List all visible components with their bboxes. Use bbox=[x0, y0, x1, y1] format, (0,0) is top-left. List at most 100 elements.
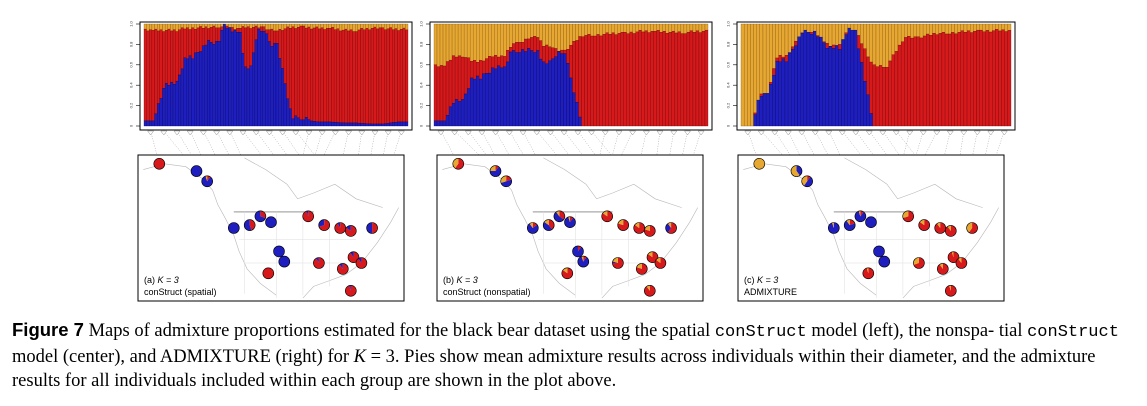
bar-blue-segment bbox=[225, 27, 229, 127]
bar-yellow-segment bbox=[326, 23, 329, 29]
bar-yellow-segment bbox=[620, 23, 624, 33]
bar-red-segment bbox=[878, 65, 883, 127]
bar-red-segment bbox=[759, 93, 764, 97]
bar-blue-segment bbox=[769, 84, 773, 127]
bar-yellow-segment bbox=[608, 23, 612, 35]
pie-slice bbox=[455, 158, 464, 170]
bar-red-segment bbox=[665, 33, 670, 127]
bar-blue-segment bbox=[175, 80, 179, 127]
bar-red-segment bbox=[310, 28, 314, 122]
bar-red-segment bbox=[257, 27, 261, 30]
group-marker bbox=[757, 130, 765, 136]
bar-red-segment bbox=[866, 56, 870, 95]
y-tick-label: 0 bbox=[419, 124, 424, 127]
admixture-pie bbox=[336, 263, 349, 275]
pie-slice bbox=[862, 267, 874, 279]
admixture-pie bbox=[934, 222, 947, 234]
bar-yellow-segment bbox=[954, 23, 958, 35]
pie-outline bbox=[489, 165, 502, 177]
admixture-pie bbox=[262, 267, 275, 280]
bar-yellow-segment bbox=[590, 23, 594, 37]
bar-yellow-segment bbox=[668, 23, 673, 33]
bar-red-segment bbox=[512, 43, 516, 51]
bar-yellow-segment bbox=[926, 23, 930, 35]
admixture-pie bbox=[564, 216, 576, 228]
pie-outline bbox=[827, 222, 840, 234]
bar-yellow-segment bbox=[220, 23, 224, 27]
bar-blue-segment bbox=[539, 58, 543, 127]
bar-red-segment bbox=[497, 56, 501, 66]
bar-yellow-segment bbox=[143, 23, 147, 30]
bar-yellow-segment bbox=[360, 23, 364, 29]
bar-yellow-segment bbox=[769, 23, 773, 83]
bar-yellow-segment bbox=[614, 23, 618, 35]
pie-outline bbox=[452, 158, 465, 170]
bar-blue-segment bbox=[794, 45, 798, 127]
bar-yellow-segment bbox=[587, 23, 591, 35]
bar-red-segment bbox=[204, 26, 208, 46]
bar-blue-segment bbox=[296, 117, 300, 127]
bar-blue-segment bbox=[244, 66, 248, 127]
bar-yellow-segment bbox=[494, 23, 498, 56]
bar-red-segment bbox=[976, 29, 980, 127]
bar-yellow-segment bbox=[207, 23, 211, 29]
admixture-pie bbox=[273, 245, 285, 258]
bar-yellow-segment bbox=[674, 23, 679, 34]
admixture-pie bbox=[865, 216, 877, 228]
bar-blue-segment bbox=[347, 122, 351, 127]
bar-yellow-segment bbox=[454, 23, 459, 58]
bar-blue-segment bbox=[527, 48, 531, 127]
admixture-pie bbox=[577, 255, 590, 268]
bar-red-segment bbox=[281, 30, 285, 69]
admixture-figure: 0 0.2 0.4 0.6 0.8 1.0 (a) K = 3 conStruct (spat… bbox=[129, 20, 1016, 302]
admixture-pie bbox=[918, 219, 931, 231]
bar-yellow-segment bbox=[373, 23, 377, 28]
pie-slice bbox=[617, 219, 629, 231]
pie-slice bbox=[958, 257, 962, 264]
pie-slice bbox=[339, 263, 343, 269]
y-tick-label: 0 bbox=[726, 124, 731, 127]
panel-label-c: (c) K = 3 bbox=[744, 275, 778, 285]
bar-red-segment bbox=[857, 35, 861, 50]
group-marker bbox=[332, 130, 339, 136]
bar-red-segment bbox=[384, 29, 388, 124]
bar-yellow-segment bbox=[762, 23, 767, 94]
bar-yellow-segment bbox=[365, 23, 369, 29]
bar-blue-segment bbox=[376, 123, 380, 127]
pie-outline bbox=[572, 245, 584, 258]
bar-red-segment bbox=[623, 32, 627, 127]
bar-red-segment bbox=[143, 28, 147, 122]
bar-yellow-segment bbox=[578, 23, 582, 37]
pie-slice bbox=[949, 285, 951, 291]
pie-outline bbox=[366, 222, 378, 234]
pie-outline bbox=[334, 222, 347, 234]
bar-yellow-segment bbox=[759, 23, 764, 95]
bar-blue-segment bbox=[460, 99, 465, 127]
bar-yellow-segment bbox=[381, 23, 385, 28]
bar-red-segment bbox=[644, 30, 648, 127]
bar-yellow-segment bbox=[357, 23, 361, 31]
bar-blue-segment bbox=[405, 121, 409, 127]
bar-yellow-segment bbox=[339, 23, 343, 32]
bar-yellow-segment bbox=[860, 23, 864, 44]
admixture-pie bbox=[665, 222, 677, 234]
bar-blue-segment bbox=[778, 61, 782, 127]
pie-slice bbox=[807, 175, 811, 182]
bar-red-segment bbox=[929, 35, 933, 127]
admixture-pie bbox=[278, 255, 291, 268]
pie-slice bbox=[865, 216, 877, 228]
bar-red-segment bbox=[825, 43, 830, 49]
group-marker bbox=[852, 130, 860, 136]
bar-red-segment bbox=[671, 30, 676, 127]
group-marker bbox=[371, 130, 379, 136]
caption-text-3: model (center), and ADMIXTURE (right) fo… bbox=[12, 347, 354, 367]
bar-yellow-segment bbox=[891, 23, 895, 55]
bar-yellow-segment bbox=[260, 23, 263, 27]
bar-yellow-segment bbox=[289, 23, 292, 29]
pie-slice bbox=[878, 256, 890, 268]
bar-yellow-segment bbox=[772, 23, 776, 69]
bar-yellow-segment bbox=[246, 23, 250, 27]
bar-yellow-segment bbox=[929, 23, 933, 36]
bar-red-segment bbox=[360, 28, 364, 124]
bar-red-segment bbox=[527, 38, 531, 49]
